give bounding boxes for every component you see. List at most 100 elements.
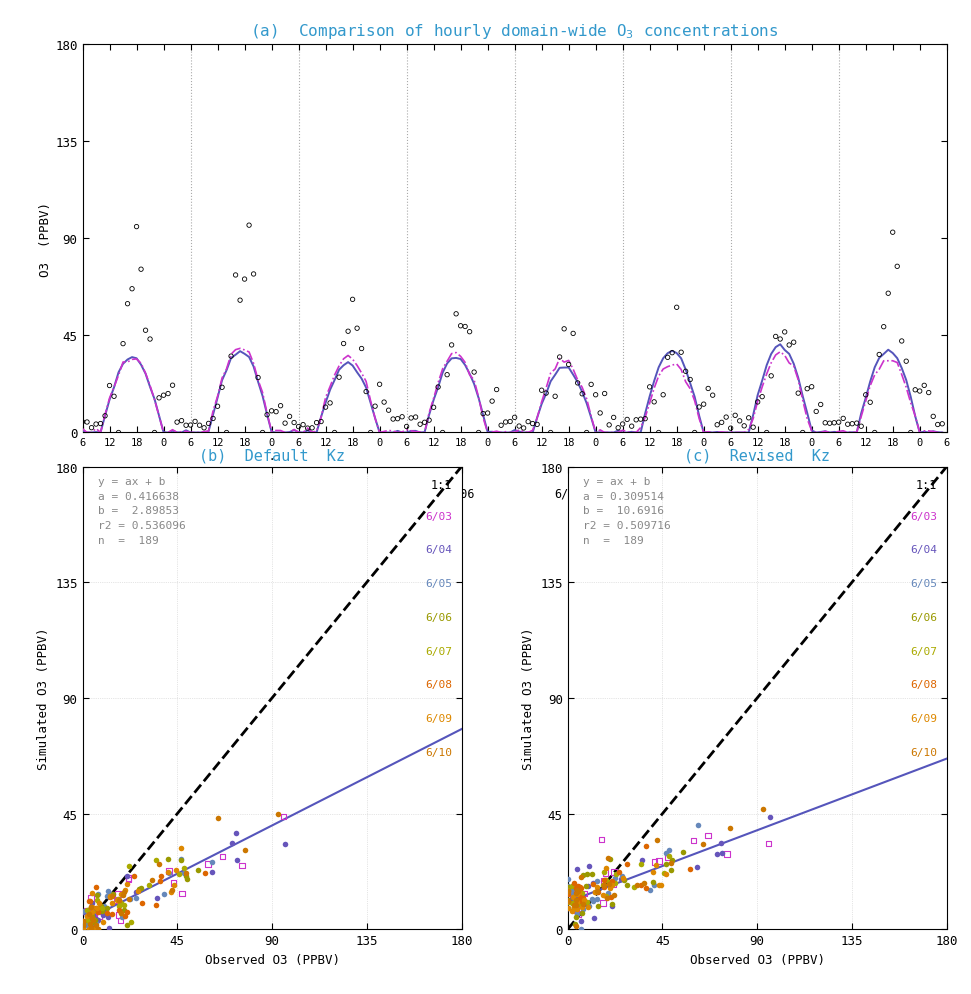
Point (89, 904, 105, 919)
Point (646, 865, 661, 881)
Point (394, 410, 410, 425)
Point (110, 891, 125, 907)
Point (568, 881, 584, 897)
Point (652, 853, 667, 869)
Point (91, 896, 107, 911)
Point (75, 414, 90, 430)
Point (597, 873, 613, 889)
Point (862, 395, 878, 411)
Point (111, 893, 126, 909)
Point (804, 380, 820, 396)
Point (151, 857, 166, 873)
Point (567, 902, 583, 917)
Point (119, 917, 135, 933)
Point (75, 913, 90, 929)
Point (84, 420, 99, 436)
Point (604, 896, 619, 911)
Point (570, 906, 586, 921)
Point (141, 877, 156, 893)
Point (449, 306, 464, 322)
Point (581, 859, 596, 875)
Point (90, 921, 106, 937)
Point (572, 889, 587, 905)
Point (569, 899, 585, 914)
Point (597, 864, 613, 880)
Point (560, 883, 576, 899)
Point (82, 921, 97, 937)
Point (755, 801, 771, 817)
Point (636, 875, 652, 891)
Point (658, 845, 674, 861)
Text: .: . (755, 448, 759, 462)
Point (638, 880, 653, 896)
Point (567, 916, 583, 932)
Point (575, 892, 590, 908)
Point (568, 893, 584, 909)
Point (83, 915, 98, 931)
Point (567, 882, 583, 898)
Point (569, 882, 585, 898)
Point (818, 415, 833, 431)
Point (678, 364, 693, 380)
Point (87, 919, 103, 935)
Text: 6/04: 6/04 (910, 545, 937, 555)
Point (589, 880, 605, 896)
Point (471, 425, 486, 441)
Point (116, 898, 131, 913)
Point (100, 884, 116, 900)
Point (89, 887, 105, 903)
Point (187, 414, 203, 430)
Point (133, 262, 149, 278)
Point (647, 878, 662, 894)
Point (575, 885, 590, 901)
Point (228, 267, 244, 283)
Point (596, 880, 612, 896)
Point (552, 350, 567, 366)
Point (90, 911, 106, 927)
Point (88, 903, 104, 918)
Point (571, 883, 586, 899)
Point (676, 844, 691, 860)
Point (81, 893, 96, 909)
Point (595, 896, 611, 911)
Point (111, 908, 126, 923)
Point (114, 906, 129, 921)
Point (106, 389, 121, 405)
Point (88, 879, 104, 895)
Point (571, 885, 586, 901)
Point (601, 417, 617, 433)
Point (129, 220, 145, 236)
Point (570, 888, 586, 904)
Point (917, 378, 932, 394)
Point (903, 425, 919, 441)
Point (538, 386, 553, 402)
Point (115, 910, 130, 925)
Point (575, 868, 590, 884)
Point (586, 876, 601, 892)
Point (617, 873, 632, 889)
Point (89, 892, 105, 908)
Point (84, 911, 100, 927)
Point (178, 868, 193, 884)
Point (100, 909, 116, 924)
Point (674, 345, 689, 361)
Point (340, 324, 355, 340)
Point (179, 417, 194, 433)
Point (165, 378, 181, 394)
Point (564, 878, 580, 894)
Point (120, 872, 136, 888)
Point (574, 900, 589, 915)
Point (104, 889, 119, 905)
Point (577, 892, 592, 908)
Point (105, 907, 120, 922)
Point (691, 400, 707, 415)
Point (575, 902, 590, 917)
Point (91, 909, 107, 924)
Point (512, 418, 527, 434)
Point (602, 876, 618, 892)
Text: 6/04: 6/04 (230, 487, 259, 500)
Point (205, 412, 220, 427)
Point (568, 898, 584, 913)
Point (647, 854, 662, 870)
Point (581, 878, 596, 894)
